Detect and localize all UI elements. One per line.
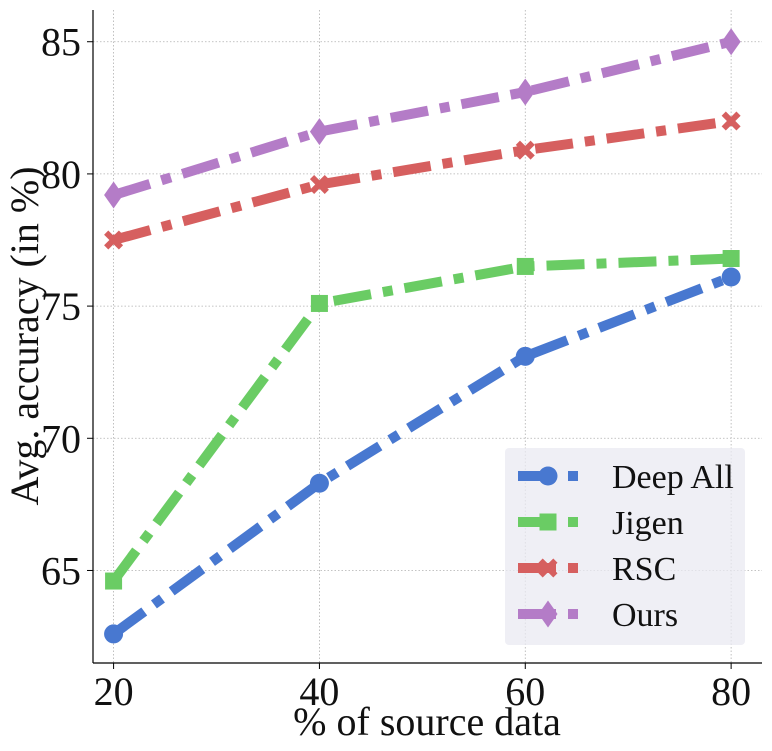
x-tick-label: 20: [94, 669, 134, 714]
data-point-x: [309, 174, 329, 194]
data-point-square: [722, 250, 740, 268]
legend: Deep All Jigen RSC Ours: [505, 448, 745, 645]
x-tick-label: 40: [299, 669, 339, 714]
series-line: [112, 36, 733, 200]
y-tick-label: 75: [41, 284, 81, 329]
data-point-circle: [515, 346, 535, 366]
series-deep-all: [104, 267, 741, 644]
y-tick-label: 80: [41, 152, 81, 197]
x-tick-labels: 20 40 60 80: [94, 663, 751, 714]
y-tick-label: 85: [41, 20, 81, 65]
series-line: [110, 272, 733, 638]
series-jigen: [105, 250, 740, 590]
data-point-x: [721, 111, 741, 131]
x-axis-title: % of source data: [293, 699, 561, 744]
y-tick-labels: 65 70 75 80 85: [41, 20, 93, 593]
data-point-square: [310, 294, 328, 312]
legend-box: [505, 448, 745, 645]
data-point-circle: [104, 624, 124, 644]
series-line: [112, 116, 732, 245]
legend-marker-square: [539, 513, 557, 531]
legend-marker-diamond: [538, 600, 558, 628]
axes: [92, 10, 762, 664]
series-line: [109, 253, 732, 585]
legend-item: RSC: [518, 551, 676, 588]
legend-item: Jigen: [518, 505, 684, 542]
legend-label: Deep All: [612, 459, 734, 496]
legend-item: Deep All: [518, 459, 734, 496]
legend-marker-x: [538, 558, 558, 578]
x-tick-label: 80: [711, 669, 751, 714]
data-point-circle: [721, 267, 741, 287]
data-point-diamond: [104, 181, 124, 209]
data-point-circle: [309, 473, 329, 493]
y-tick-label: 65: [41, 548, 81, 593]
data-point-diamond: [309, 118, 329, 146]
legend-item: Ours: [518, 597, 678, 634]
data-point-x: [515, 140, 535, 160]
y-axis-title: Avg. accuracy (in %): [2, 166, 47, 505]
data-point-diamond: [721, 28, 741, 56]
legend-label: Ours: [612, 597, 678, 634]
x-tick-label: 60: [505, 669, 545, 714]
data-point-square: [516, 257, 534, 275]
data-point-x: [104, 230, 124, 250]
legend-label: Jigen: [612, 505, 684, 542]
y-tick-label: 70: [41, 416, 81, 461]
series: [104, 28, 741, 644]
legend-label: RSC: [612, 551, 676, 588]
data-point-diamond: [515, 78, 535, 106]
legend-marker-circle: [538, 466, 558, 486]
series-rsc: [104, 111, 741, 250]
series-ours: [104, 28, 741, 209]
data-point-square: [105, 572, 123, 590]
